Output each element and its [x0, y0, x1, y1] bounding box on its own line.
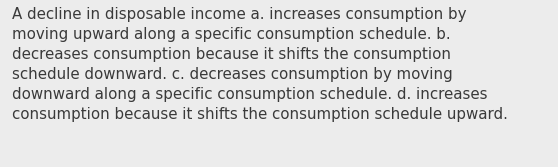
Text: A decline in disposable income a. increases consumption by
moving upward along a: A decline in disposable income a. increa…	[12, 7, 508, 122]
